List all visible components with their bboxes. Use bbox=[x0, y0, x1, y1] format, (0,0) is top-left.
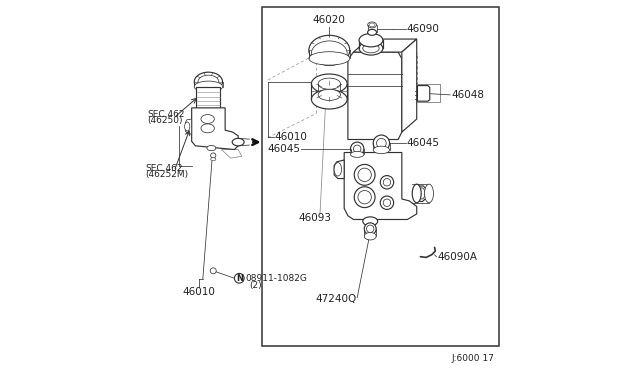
Ellipse shape bbox=[195, 72, 223, 92]
Bar bbox=[262, 7, 499, 346]
Text: 46093: 46093 bbox=[298, 214, 332, 223]
Ellipse shape bbox=[364, 223, 376, 235]
Text: 46048: 46048 bbox=[451, 90, 484, 100]
Ellipse shape bbox=[383, 199, 390, 206]
Ellipse shape bbox=[318, 78, 340, 89]
Ellipse shape bbox=[354, 164, 375, 185]
Polygon shape bbox=[196, 87, 220, 108]
Polygon shape bbox=[417, 86, 429, 101]
Bar bbox=[417, 84, 440, 102]
Ellipse shape bbox=[312, 90, 347, 109]
Text: 47240Q: 47240Q bbox=[316, 295, 356, 304]
Ellipse shape bbox=[184, 122, 190, 131]
Ellipse shape bbox=[380, 196, 394, 209]
Ellipse shape bbox=[358, 168, 371, 182]
Ellipse shape bbox=[195, 81, 223, 92]
Ellipse shape bbox=[359, 42, 383, 55]
Text: SEC.462: SEC.462 bbox=[147, 110, 184, 119]
Ellipse shape bbox=[367, 225, 374, 232]
Polygon shape bbox=[417, 186, 426, 202]
Ellipse shape bbox=[312, 41, 347, 65]
Text: 46045: 46045 bbox=[268, 144, 301, 154]
Ellipse shape bbox=[201, 124, 214, 133]
Text: 46010: 46010 bbox=[182, 287, 216, 297]
Ellipse shape bbox=[201, 115, 214, 124]
Ellipse shape bbox=[367, 22, 376, 28]
Polygon shape bbox=[334, 160, 344, 179]
Text: 46090: 46090 bbox=[406, 24, 439, 33]
Polygon shape bbox=[186, 119, 191, 134]
Ellipse shape bbox=[351, 151, 364, 157]
Polygon shape bbox=[402, 39, 417, 132]
Ellipse shape bbox=[211, 158, 216, 161]
Text: 46020: 46020 bbox=[313, 15, 346, 25]
Polygon shape bbox=[344, 153, 417, 219]
Polygon shape bbox=[353, 39, 417, 52]
Ellipse shape bbox=[412, 184, 421, 203]
Ellipse shape bbox=[363, 217, 378, 226]
Ellipse shape bbox=[309, 35, 349, 65]
Ellipse shape bbox=[334, 163, 342, 176]
Text: (46250): (46250) bbox=[147, 116, 182, 125]
Ellipse shape bbox=[419, 188, 425, 199]
Polygon shape bbox=[348, 52, 402, 140]
Ellipse shape bbox=[351, 142, 364, 155]
Ellipse shape bbox=[364, 232, 376, 240]
Ellipse shape bbox=[207, 145, 216, 151]
Polygon shape bbox=[191, 108, 238, 150]
Ellipse shape bbox=[232, 138, 244, 146]
Ellipse shape bbox=[376, 138, 386, 148]
Text: 46090A: 46090A bbox=[437, 252, 477, 262]
Ellipse shape bbox=[380, 176, 394, 189]
Ellipse shape bbox=[358, 190, 371, 204]
Ellipse shape bbox=[373, 135, 390, 151]
Text: 46045: 46045 bbox=[406, 138, 440, 148]
Ellipse shape bbox=[198, 75, 219, 89]
Ellipse shape bbox=[359, 33, 383, 47]
Ellipse shape bbox=[353, 145, 361, 153]
Text: 08911-1082G: 08911-1082G bbox=[246, 274, 307, 283]
Ellipse shape bbox=[363, 44, 379, 53]
Text: N: N bbox=[236, 274, 243, 283]
Ellipse shape bbox=[373, 146, 390, 154]
Text: SEC.462: SEC.462 bbox=[145, 164, 182, 173]
Text: J:6000 17: J:6000 17 bbox=[452, 354, 495, 363]
Ellipse shape bbox=[211, 153, 216, 158]
Text: (2): (2) bbox=[250, 281, 262, 290]
Text: (46252M): (46252M) bbox=[145, 170, 188, 179]
Ellipse shape bbox=[318, 89, 340, 100]
Ellipse shape bbox=[369, 23, 375, 27]
Ellipse shape bbox=[312, 74, 347, 93]
Ellipse shape bbox=[367, 29, 376, 35]
Ellipse shape bbox=[383, 179, 390, 186]
Text: 46010: 46010 bbox=[275, 132, 307, 141]
Ellipse shape bbox=[211, 268, 216, 274]
Ellipse shape bbox=[309, 52, 349, 65]
Ellipse shape bbox=[424, 184, 433, 203]
Ellipse shape bbox=[354, 187, 375, 208]
